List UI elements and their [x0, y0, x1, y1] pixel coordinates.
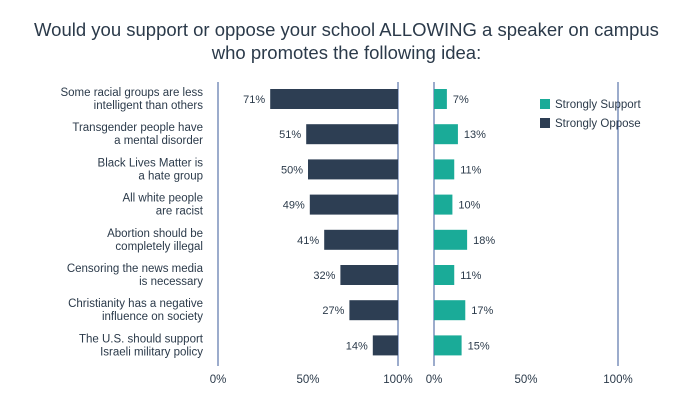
oppose-value-label: 27% — [322, 305, 344, 317]
legend-label-strongly-oppose: Strongly Oppose — [555, 118, 641, 130]
category-label: Christianity has a negative influence on … — [68, 298, 203, 323]
oppose-tick-label: 50% — [296, 374, 319, 386]
support-bar — [434, 229, 468, 250]
chart-title: Would you support or oppose your school … — [0, 18, 693, 64]
category-label: Abortion should be completely illegal — [107, 228, 203, 253]
support-bar — [434, 159, 455, 180]
support-value-label: 15% — [468, 340, 490, 352]
support-value-label: 11% — [460, 164, 481, 176]
category-label-line: Israeli military policy — [100, 346, 203, 358]
oppose-bar — [324, 229, 398, 250]
category-label-line: Abortion should be — [107, 228, 203, 240]
oppose-bar — [309, 194, 398, 215]
oppose-bar — [308, 159, 398, 180]
oppose-value-label: 49% — [283, 200, 305, 212]
category-label-line: Transgender people have — [72, 122, 203, 134]
chart-title-line-2: who promotes the following idea: — [211, 42, 482, 63]
category-label-line: Some racial groups are less — [60, 87, 203, 99]
oppose-value-label: 14% — [346, 340, 368, 352]
support-tick-label: 100% — [603, 374, 632, 386]
category-label-line: intelligent than others — [94, 100, 204, 112]
oppose-bar — [306, 124, 398, 145]
oppose-value-label: 50% — [281, 164, 303, 176]
support-value-label: 11% — [460, 270, 481, 282]
oppose-value-label: 71% — [243, 94, 265, 106]
support-value-label: 7% — [453, 94, 469, 106]
category-label-line: Censoring the news media — [67, 263, 204, 275]
support-bar — [434, 335, 462, 356]
category-label-line: Black Lives Matter is — [98, 157, 204, 169]
support-bar — [434, 194, 453, 215]
category-label: Censoring the news media is necessary — [67, 263, 204, 288]
support-bar — [434, 265, 455, 285]
category-label-line: completely illegal — [115, 241, 203, 253]
oppose-tick-label: 100% — [383, 374, 412, 386]
category-label: The U.S. should support Israeli military … — [79, 333, 204, 358]
support-value-label: 13% — [464, 129, 486, 141]
category-label: Some racial groups are less intelligent t… — [60, 87, 203, 112]
category-label: Transgender people have a mental disorder — [72, 122, 203, 147]
support-tick-label: 0% — [426, 374, 443, 386]
oppose-bar — [372, 335, 398, 356]
legend-swatch-strongly-support — [540, 99, 550, 109]
category-label-line: is necessary — [139, 276, 203, 288]
support-value-label: 18% — [473, 235, 495, 247]
support-value-label: 17% — [471, 305, 493, 317]
support-bar — [434, 89, 447, 109]
category-label: Black Lives Matter is a hate group — [98, 157, 204, 182]
support-value-label: 10% — [458, 200, 480, 212]
oppose-value-label: 41% — [297, 235, 319, 247]
category-label-line: Christianity has a negative — [68, 298, 203, 310]
oppose-bar — [349, 300, 398, 321]
category-label: All white people are racist — [122, 193, 203, 218]
category-label-line: are racist — [156, 206, 204, 218]
legend-label-strongly-support: Strongly Support — [555, 99, 641, 111]
oppose-bar — [340, 265, 398, 285]
oppose-value-label: 32% — [313, 270, 335, 282]
legend-swatch-strongly-oppose — [540, 118, 550, 128]
support-tick-label: 50% — [514, 374, 537, 386]
category-label-line: a hate group — [138, 170, 203, 182]
category-label-line: a mental disorder — [114, 135, 203, 147]
category-label-line: The U.S. should support — [79, 333, 204, 345]
category-label-line: influence on society — [102, 311, 203, 323]
oppose-bar — [270, 89, 398, 109]
chart-title-line-1: Would you support or oppose your school … — [34, 19, 659, 40]
oppose-tick-label: 0% — [210, 374, 227, 386]
category-label-line: All white people — [122, 193, 203, 205]
support-bar — [434, 124, 458, 145]
oppose-value-label: 51% — [279, 129, 301, 141]
support-bar — [434, 300, 466, 321]
